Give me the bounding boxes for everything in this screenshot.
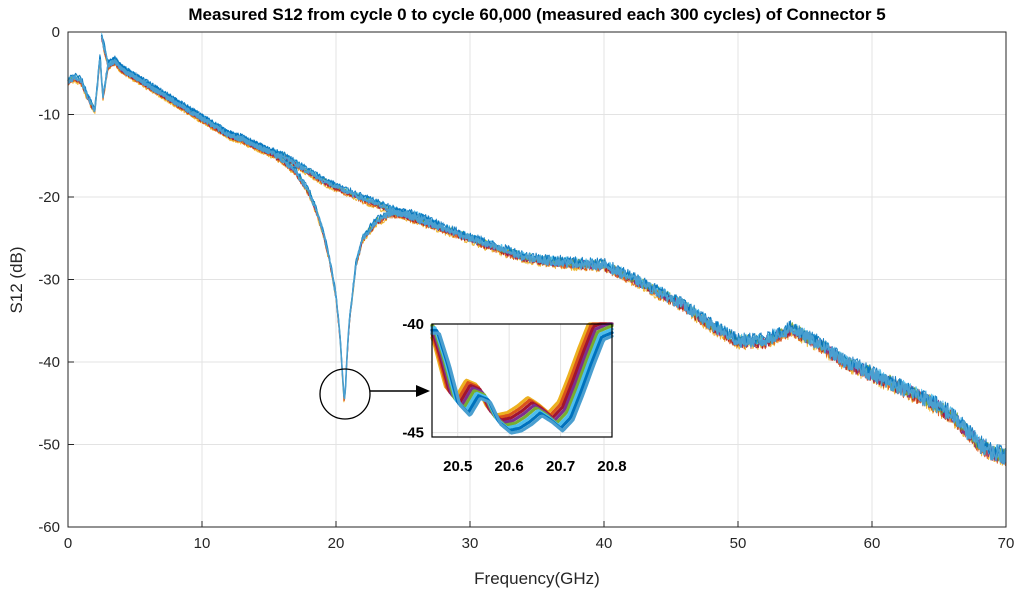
inset-frame	[431, 323, 613, 438]
chart-title: Measured S12 from cycle 0 to cycle 60,00…	[188, 5, 885, 24]
y-axis-label: S12 (dB)	[7, 246, 26, 313]
inset-y-tick-label: -45	[402, 425, 424, 442]
inset-x-tick-label: 20.5	[443, 458, 472, 475]
x-tick-label: 50	[730, 535, 747, 552]
series-line	[100, 35, 444, 400]
inset-y-tick-label: -40	[402, 316, 424, 333]
x-tick-label: 40	[596, 535, 613, 552]
main-series-group	[67, 33, 1007, 466]
y-tick-label: -40	[38, 354, 60, 371]
y-tick-label: 0	[52, 24, 60, 41]
x-tick-label: 60	[864, 535, 881, 552]
inset-tick-labels: 20.5 20.6 20.7 20.8 -40 -45	[402, 316, 626, 475]
inset-series-line	[430, 331, 614, 435]
x-tick-label: 30	[462, 535, 479, 552]
inset-series-group	[430, 322, 614, 435]
inset-series-line	[430, 322, 614, 422]
x-tick-label: 10	[194, 535, 211, 552]
x-tick-label: 0	[64, 535, 72, 552]
inset-x-tick-label: 20.8	[597, 458, 626, 475]
zoom-circle	[319, 368, 371, 420]
x-tick-label: 70	[998, 535, 1015, 552]
zoom-callout	[319, 368, 430, 420]
x-tick-label: 20	[328, 535, 345, 552]
y-tick-label: -30	[38, 272, 60, 289]
inset-plot: 20.5 20.6 20.7 20.8 -40 -45	[402, 316, 626, 475]
x-axis-label: Frequency(GHz)	[474, 569, 600, 588]
y-tick-label: -20	[38, 189, 60, 206]
main-plot-area: 0 10 20 30 40 50 60 70 0 -10 -20 -30 -40 -50 -60	[38, 24, 1014, 552]
inset-series-line	[430, 322, 614, 419]
y-tick-label: -50	[38, 437, 60, 454]
inset-x-tick-label: 20.6	[495, 458, 524, 475]
y-tick-label: -60	[38, 519, 60, 536]
inset-series-line	[430, 322, 614, 417]
zoom-arrow-head	[416, 385, 430, 397]
main-tick-labels: 0 10 20 30 40 50 60 70 0 -10 -20 -30 -40 -50 -60	[38, 24, 1014, 552]
inset-x-tick-label: 20.7	[546, 458, 575, 475]
y-tick-label: -10	[38, 107, 60, 124]
